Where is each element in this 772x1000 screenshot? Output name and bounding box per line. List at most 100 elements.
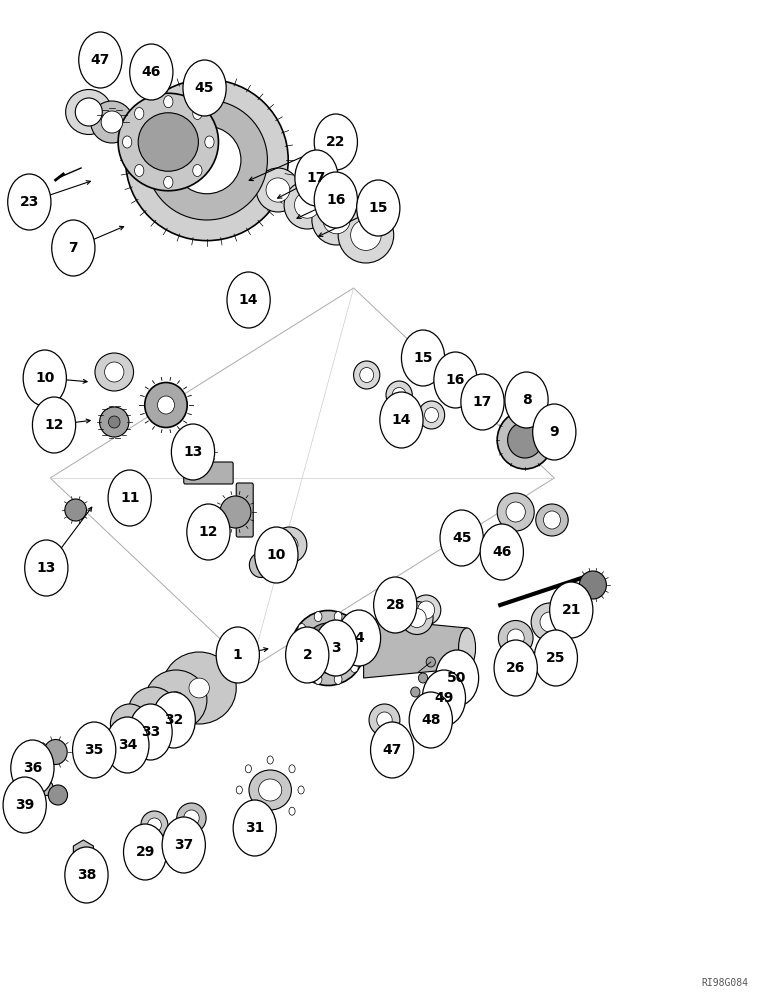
- Ellipse shape: [386, 381, 412, 409]
- Ellipse shape: [411, 687, 420, 697]
- Ellipse shape: [220, 496, 251, 528]
- Circle shape: [152, 692, 195, 748]
- Circle shape: [314, 612, 322, 622]
- Text: 35: 35: [84, 743, 104, 757]
- Circle shape: [409, 692, 452, 748]
- Polygon shape: [73, 840, 93, 864]
- Ellipse shape: [118, 93, 218, 191]
- Circle shape: [3, 777, 46, 833]
- Ellipse shape: [184, 810, 199, 826]
- Circle shape: [334, 612, 342, 622]
- Ellipse shape: [425, 408, 438, 422]
- Circle shape: [314, 620, 357, 676]
- Text: 22: 22: [326, 135, 346, 149]
- Ellipse shape: [354, 361, 380, 389]
- Circle shape: [73, 722, 116, 778]
- Circle shape: [183, 60, 226, 116]
- Ellipse shape: [497, 493, 534, 531]
- FancyBboxPatch shape: [184, 462, 233, 484]
- Ellipse shape: [540, 612, 559, 632]
- Ellipse shape: [66, 90, 112, 134]
- Ellipse shape: [536, 504, 568, 536]
- Circle shape: [434, 352, 477, 408]
- Circle shape: [298, 786, 304, 794]
- Circle shape: [440, 510, 483, 566]
- Ellipse shape: [256, 168, 300, 212]
- Ellipse shape: [543, 511, 560, 529]
- Circle shape: [350, 624, 358, 634]
- Text: 2: 2: [303, 648, 312, 662]
- Text: 7: 7: [69, 241, 78, 255]
- Circle shape: [505, 372, 548, 428]
- Circle shape: [422, 670, 466, 726]
- Ellipse shape: [39, 780, 53, 796]
- Text: 47: 47: [90, 53, 110, 67]
- Circle shape: [65, 847, 108, 903]
- Circle shape: [480, 524, 523, 580]
- Circle shape: [314, 114, 357, 170]
- Text: 34: 34: [117, 738, 137, 752]
- Circle shape: [106, 717, 149, 773]
- Ellipse shape: [147, 100, 267, 220]
- Text: 49: 49: [434, 691, 454, 705]
- Text: 10: 10: [35, 371, 55, 385]
- Ellipse shape: [124, 718, 135, 730]
- Ellipse shape: [157, 396, 174, 414]
- Circle shape: [233, 800, 276, 856]
- Circle shape: [357, 643, 364, 653]
- Text: 37: 37: [174, 838, 193, 852]
- Circle shape: [267, 756, 273, 764]
- Ellipse shape: [147, 818, 161, 832]
- Ellipse shape: [141, 811, 168, 839]
- Polygon shape: [364, 618, 467, 678]
- Text: 15: 15: [413, 351, 433, 365]
- Text: 39: 39: [15, 798, 34, 812]
- Circle shape: [236, 786, 242, 794]
- Text: 14: 14: [391, 413, 411, 427]
- Text: 12: 12: [44, 418, 64, 432]
- Ellipse shape: [499, 620, 533, 656]
- Text: 13: 13: [183, 445, 203, 459]
- Ellipse shape: [377, 712, 392, 728]
- Text: 10: 10: [266, 548, 286, 562]
- Ellipse shape: [90, 101, 133, 143]
- Text: 50: 50: [447, 671, 467, 685]
- Circle shape: [298, 624, 306, 634]
- Ellipse shape: [411, 595, 441, 625]
- Circle shape: [401, 330, 445, 386]
- Ellipse shape: [249, 770, 292, 810]
- Ellipse shape: [75, 98, 102, 126]
- Circle shape: [227, 272, 270, 328]
- Text: 3: 3: [331, 641, 340, 655]
- Ellipse shape: [295, 192, 320, 218]
- Text: 36: 36: [23, 761, 42, 775]
- Ellipse shape: [426, 657, 435, 667]
- Ellipse shape: [459, 628, 476, 668]
- Circle shape: [25, 540, 68, 596]
- Ellipse shape: [291, 610, 364, 686]
- Ellipse shape: [110, 704, 149, 744]
- Circle shape: [298, 662, 306, 672]
- Ellipse shape: [44, 740, 67, 764]
- Text: 33: 33: [141, 725, 160, 739]
- Ellipse shape: [401, 601, 433, 635]
- Circle shape: [123, 136, 132, 148]
- Ellipse shape: [304, 623, 352, 673]
- Circle shape: [108, 470, 151, 526]
- Text: 17: 17: [306, 171, 327, 185]
- Circle shape: [435, 650, 479, 706]
- Text: 16: 16: [445, 373, 466, 387]
- Ellipse shape: [508, 422, 543, 458]
- Ellipse shape: [162, 652, 236, 724]
- Ellipse shape: [259, 779, 282, 801]
- Circle shape: [129, 704, 172, 760]
- Circle shape: [32, 397, 76, 453]
- Text: RI98G084: RI98G084: [702, 978, 749, 988]
- Text: 21: 21: [561, 603, 581, 617]
- Text: 12: 12: [198, 525, 218, 539]
- Text: 25: 25: [546, 651, 566, 665]
- Circle shape: [357, 180, 400, 236]
- Ellipse shape: [497, 411, 553, 469]
- Circle shape: [79, 32, 122, 88]
- Ellipse shape: [256, 560, 266, 570]
